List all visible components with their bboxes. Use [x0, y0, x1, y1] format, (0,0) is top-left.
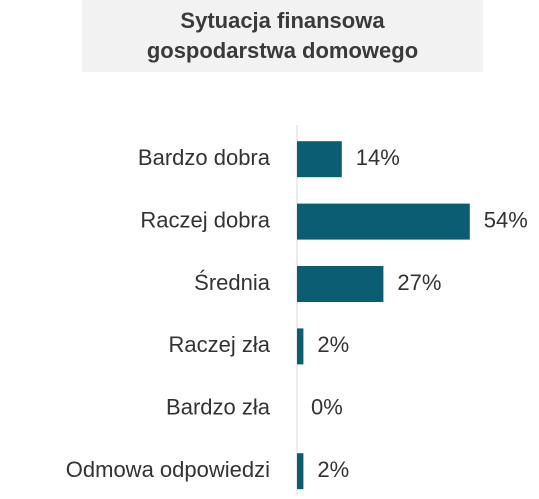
- bar: [297, 266, 384, 302]
- chart-title: Sytuacja finansowa gospodarstwa domowego: [82, 0, 483, 72]
- value-label: 0%: [311, 395, 343, 420]
- category-label: Raczej dobra: [140, 207, 270, 232]
- value-label: 14%: [356, 145, 400, 170]
- category-label: Bardzo zła: [166, 395, 271, 420]
- value-label: 2%: [317, 457, 349, 482]
- value-label: 2%: [317, 332, 349, 357]
- bar: [297, 141, 342, 178]
- category-label: Bardzo dobra: [138, 145, 271, 170]
- bar: [297, 328, 304, 365]
- bar: [297, 453, 304, 490]
- category-label: Średnia: [194, 270, 271, 295]
- bar: [297, 203, 470, 240]
- value-label: 54%: [484, 207, 528, 232]
- category-label: Raczej zła: [169, 332, 271, 357]
- category-label: Odmowa odpowiedzi: [66, 457, 270, 482]
- value-label: 27%: [397, 270, 441, 295]
